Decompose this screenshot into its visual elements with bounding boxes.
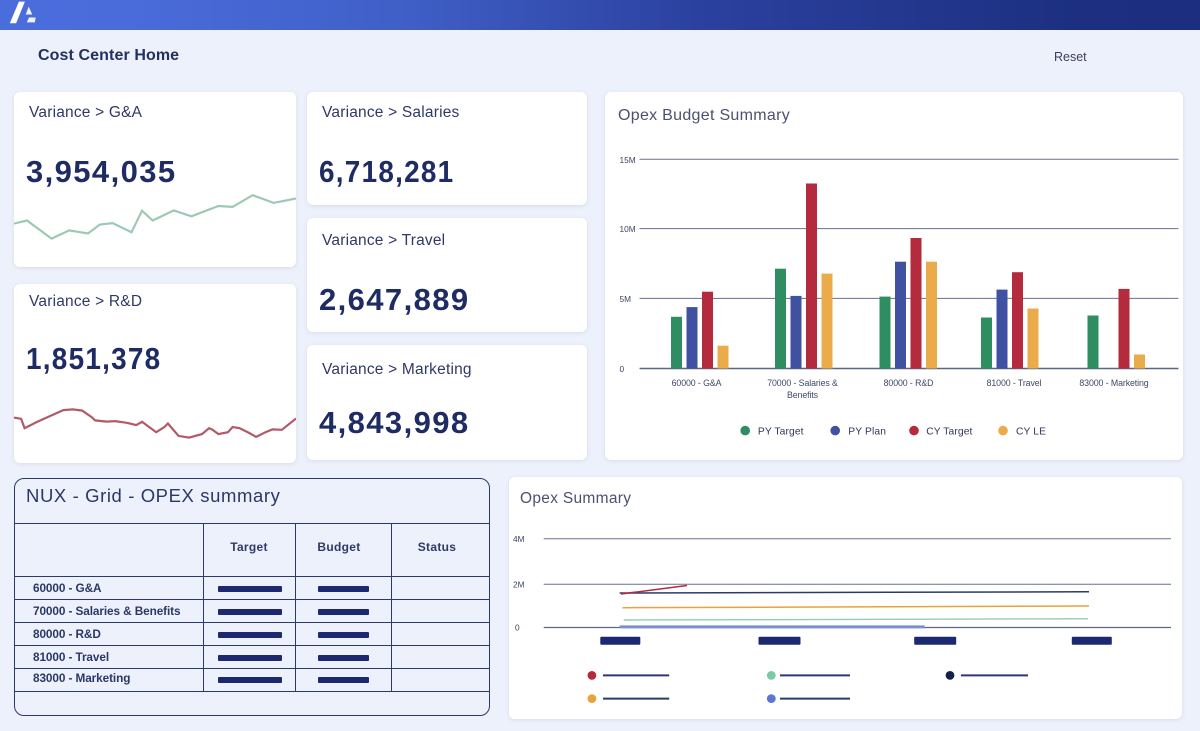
svg-text:5M: 5M	[620, 294, 632, 304]
svg-text:10M: 10M	[620, 224, 636, 234]
svg-text:CY Target: CY Target	[926, 427, 972, 438]
svg-text:83000 - Marketing: 83000 - Marketing	[1079, 378, 1148, 388]
svg-text:60000 - G&A: 60000 - G&A	[672, 378, 722, 388]
svg-text:2M: 2M	[513, 580, 525, 590]
svg-text:70000 - Salaries &: 70000 - Salaries &	[767, 378, 838, 388]
svg-text:81000 - Travel: 81000 - Travel	[987, 378, 1042, 388]
svg-text:CY LE: CY LE	[1016, 427, 1046, 438]
svg-text:80000 - R&D: 80000 - R&D	[884, 378, 934, 388]
svg-text:0: 0	[620, 364, 625, 374]
svg-text:PY Plan: PY Plan	[848, 427, 886, 438]
svg-text:0: 0	[515, 623, 520, 633]
svg-text:PY Target: PY Target	[758, 427, 804, 438]
svg-text:4M: 4M	[513, 534, 525, 544]
svg-text:Benefits: Benefits	[787, 390, 819, 400]
svg-text:15M: 15M	[620, 155, 636, 165]
